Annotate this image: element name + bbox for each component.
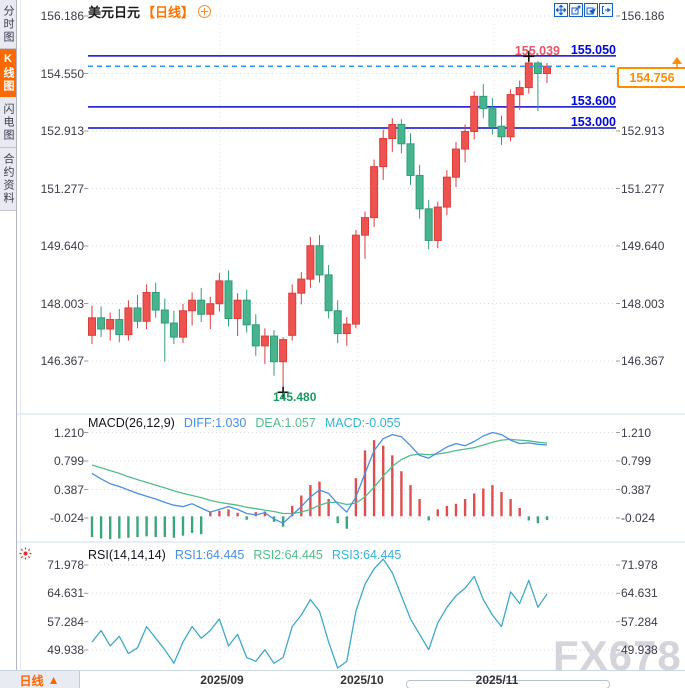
y-tick-label: 146.367 [40,354,84,368]
rsi1-value: RSI1:64.445 [174,548,245,562]
y-tick-label: 146.367 [621,354,665,368]
y-tick-label: 49.938 [621,643,658,657]
y-tick-label: 152.913 [40,124,84,138]
support-line-label-2: 153.000 [570,115,616,129]
sidebar-tab-contract-info[interactable]: 合约资料 [0,148,16,211]
sidebar-tab-timeline[interactable]: 分时图 [0,0,16,49]
y-tick-label: 0.387 [621,482,652,497]
macd-title: MACD(26,12,9) [88,416,175,430]
y-tick-label: -0.024 [49,511,84,525]
y-tick-label: 57.284 [47,614,84,629]
horizontal-scrollbar-thumb[interactable] [406,680,610,688]
y-tick-label: 152.913 [621,124,665,138]
y-tick-label: 148.003 [621,296,665,311]
y-tick-label: 64.631 [47,586,84,601]
period-selector-tab[interactable]: 日线 ▲ [0,671,80,688]
y-tick-label: 71.978 [47,558,84,572]
chevron-up-icon: ▲ [47,673,60,687]
support-line-label-1: 153.600 [570,94,616,108]
bottom-bar: 日线 ▲ 2025/09 2025/10 2025/11 [0,670,685,688]
current-price-tag: 154.756 [617,67,685,88]
content-divider [20,0,21,670]
symbol-name: 美元日元 [88,5,141,20]
period-label: 日线 [19,673,44,688]
exit-icon[interactable] [599,3,613,17]
x-axis-label: 2025/11 [475,673,519,687]
sidebar: 分时图 K线图 闪电图 合约资料 [0,0,17,670]
y-tick-label: 57.284 [621,614,658,629]
resistance-line-label: 155.050 [570,43,616,57]
period-low-label: 145.480 [273,390,317,404]
macd-header: MACD(26,12,9) DIFF:1.030 DEA:1.057 MACD:… [88,416,401,430]
sidebar-tab-label: 闪电图 [2,102,14,142]
y-tick-label: 1.210 [53,425,84,440]
rsi3-value: RSI3:64.445 [331,548,402,562]
sidebar-tab-lightning[interactable]: 闪电图 [0,97,16,148]
sidebar-tab-label: 分时图 [2,4,14,44]
y-tick-label: 151.277 [40,181,84,196]
y-tick-label: -0.024 [621,511,656,525]
macd-dea-value: DEA:1.057 [255,416,316,430]
x-axis-label: 2025/09 [200,673,244,687]
y-tick-label: 49.938 [47,643,84,657]
period-tag: 【日线】 [142,5,195,20]
add-indicator-icon[interactable] [198,5,212,18]
zoom-reset-icon[interactable] [569,3,583,17]
y-tick-label: 71.978 [621,558,658,572]
rsi2-value: RSI2:64.445 [253,548,323,562]
rsi-header: RSI(14,14,14) RSI1:64.445 RSI2:64.445 RS… [88,548,401,562]
sidebar-tab-label: 合约资料 [2,153,14,205]
macd-diff-value: DIFF:1.030 [183,416,247,430]
y-tick-label: 64.631 [621,586,658,601]
y-tick-label: 0.387 [53,482,84,497]
y-tick-label: 0.799 [621,454,652,468]
y-tick-label: 156.186 [40,9,84,23]
y-tick-label: 149.640 [40,239,84,253]
y-tick-label: 149.640 [621,239,665,253]
move-icon[interactable] [554,3,568,17]
chart-title: 美元日元 【日线】 [88,3,212,20]
x-axis-label: 2025/10 [340,673,384,687]
y-tick-label: 1.210 [621,425,652,440]
y-tick-label: 154.550 [40,66,84,81]
y-tick-label: 151.277 [621,181,665,196]
y-tick-label: 0.799 [53,454,84,468]
rsi-title: RSI(14,14,14) [88,548,166,562]
zoom-in-icon[interactable] [584,3,598,17]
sidebar-tab-label: K线图 [2,52,14,93]
period-high-label: 155.039 [514,44,560,58]
macd-value: MACD:-0.055 [324,416,401,430]
sidebar-tab-kline[interactable]: K线图 [0,49,16,97]
y-tick-label: 148.003 [40,296,84,311]
rsi-settings-icon[interactable] [19,547,32,560]
chart-toolbar [554,3,613,17]
y-tick-label: 156.186 [621,9,665,23]
